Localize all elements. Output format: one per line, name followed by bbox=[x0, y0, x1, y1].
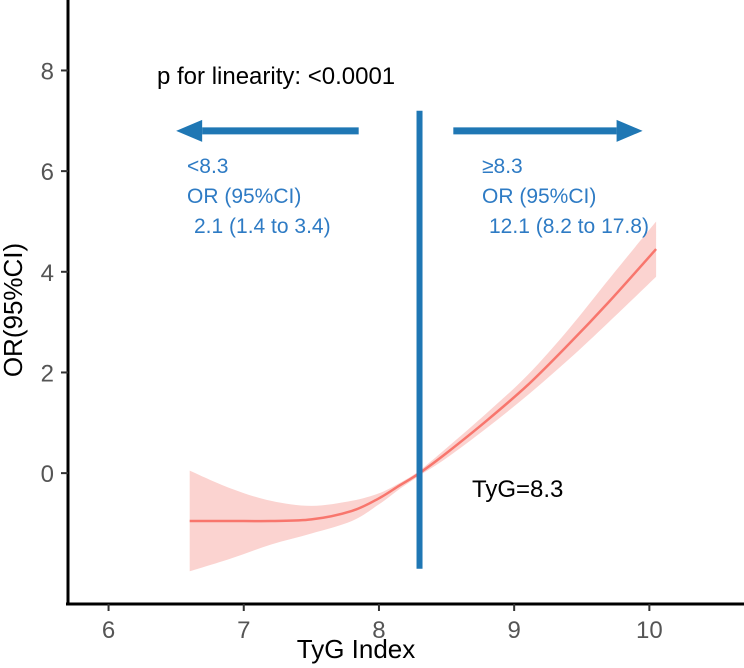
x-tick-label: 7 bbox=[237, 617, 250, 644]
axes-layer bbox=[66, 0, 744, 606]
confidence-band bbox=[189, 221, 657, 572]
p-linearity-annotation: p for linearity: <0.0001 bbox=[157, 63, 395, 90]
y-tick-label: 2 bbox=[41, 360, 54, 387]
right-arrow-head bbox=[616, 119, 643, 142]
y-tick-label: 8 bbox=[41, 58, 54, 85]
left-or-label: OR (95%CI) bbox=[187, 185, 301, 208]
left-annotation: <8.3 OR (95%CI) 2.1 (1.4 to 3.4) bbox=[187, 155, 331, 238]
y-axis-title: OR(95%CI) bbox=[0, 243, 28, 377]
right-range-label: ≥8.3 bbox=[482, 155, 523, 178]
y-tick-label: 0 bbox=[41, 461, 54, 488]
arrows-layer bbox=[176, 119, 643, 142]
left-arrow-head bbox=[176, 119, 203, 142]
right-or-label: OR (95%CI) bbox=[482, 185, 596, 208]
right-annotation: ≥8.3 OR (95%CI) 12.1 (8.2 to 17.8) bbox=[482, 155, 649, 238]
x-tick-label: 6 bbox=[102, 617, 115, 644]
x-tick-label: 9 bbox=[507, 617, 520, 644]
spline-line bbox=[189, 248, 658, 523]
x-axis-title: TyG Index bbox=[297, 634, 416, 664]
left-arrow bbox=[176, 119, 359, 142]
y-tick-label: 4 bbox=[41, 260, 54, 287]
left-range-label: <8.3 bbox=[187, 155, 228, 178]
spline-line-layer bbox=[189, 248, 658, 523]
x-tick-label: 10 bbox=[636, 617, 663, 644]
left-or-value: 2.1 (1.4 to 3.4) bbox=[194, 215, 331, 238]
ticks-layer: 6 7 8 9 10 0 2 4 6 8 bbox=[41, 58, 663, 644]
confidence-band-layer bbox=[189, 221, 657, 572]
right-or-value: 12.1 (8.2 to 17.8) bbox=[489, 215, 649, 238]
x-tick-label: 8 bbox=[372, 617, 385, 644]
cutoff-label: TyG=8.3 bbox=[472, 476, 563, 503]
right-arrow bbox=[453, 119, 643, 142]
y-tick-label: 6 bbox=[41, 159, 54, 186]
